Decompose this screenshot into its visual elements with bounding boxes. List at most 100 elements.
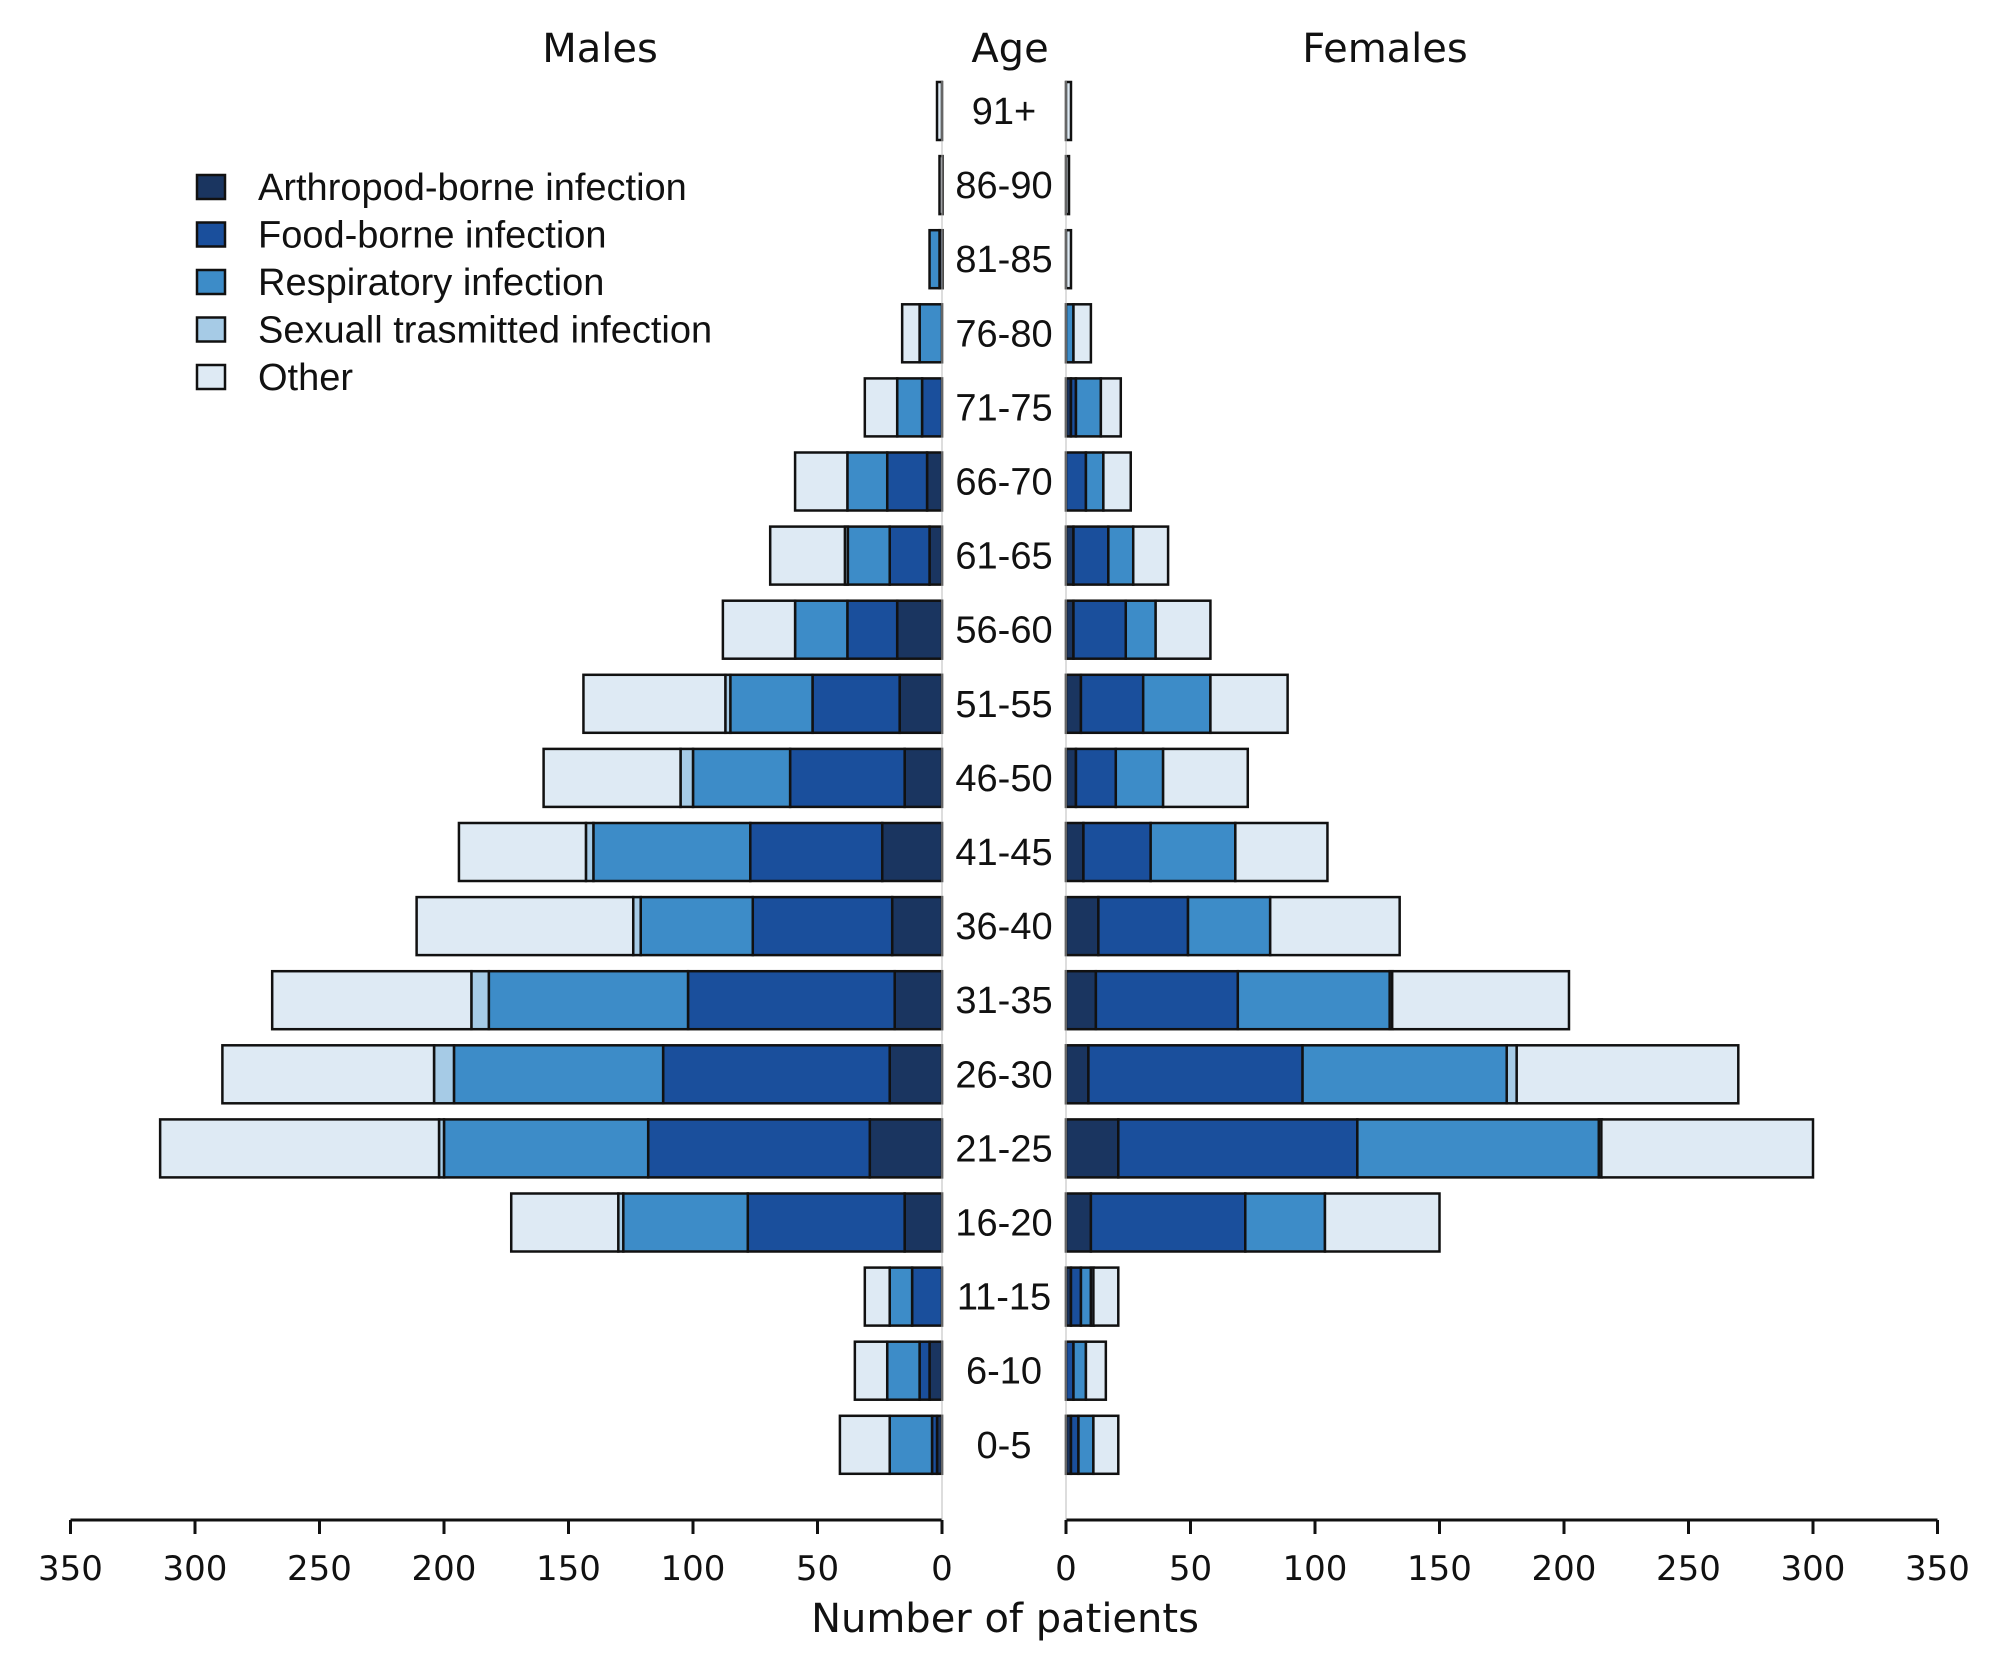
bar-female-66-70-food-borne-infection [1064,451,1088,512]
x-tick-label-females-50: 50 [1169,1549,1212,1589]
bar-male-26-30-food-borne-infection [661,1044,891,1105]
bar-male-31-35-sexuall-trasmitted-infection [470,969,491,1031]
bar-male-66-70-respiratory-infection [846,451,889,512]
age-label-36-40: 36-40 [955,906,1052,948]
bar-female-31-35-arthropod-borne-infection [1064,969,1098,1031]
bar-male-26-30-arthropod-borne-infection [888,1044,944,1105]
bar-female-26-30-sexuall-trasmitted-infection [1505,1044,1518,1105]
bar-female-21-25-respiratory-infection [1356,1118,1601,1179]
x-tick-label-females-200: 200 [1532,1549,1597,1589]
x-tick-label-males-250: 250 [287,1549,352,1589]
bar-female-21-25-other [1600,1118,1815,1179]
bar-female-11-15-respiratory-infection [1079,1266,1093,1327]
age-label-86-90: 86-90 [955,165,1052,207]
age-label-11-15: 11-15 [957,1277,1051,1319]
legend-label-other: Other [258,357,353,399]
bar-male-26-30-respiratory-infection [452,1044,665,1105]
bar-male-66-70-other [793,451,849,512]
x-tick-label-females-250: 250 [1656,1549,1721,1589]
age-label-31-35: 31-35 [955,980,1052,1022]
bar-male-16-20-respiratory-infection [622,1192,750,1253]
bar-male-51-55-food-borne-infection [811,673,901,735]
age-label-46-50: 46-50 [955,758,1052,800]
bar-male-41-45-food-borne-infection [749,821,884,883]
bar-female-56-60-food-borne-infection [1072,599,1128,660]
bar-male-11-15-other [863,1266,891,1327]
bar-male-21-25-food-borne-infection [646,1118,872,1179]
bar-male-51-55-respiratory-infection [729,673,814,735]
bar-male-41-45-respiratory-infection [592,821,752,883]
bar-female-56-60-other [1154,599,1212,660]
bar-male-21-25-respiratory-infection [442,1118,650,1179]
age-labels: 91+ 86-90 81-85 76-80 71-75 66-70 61-65 56-60 51… [955,91,1052,1467]
bar-female-41-45-other [1234,821,1329,883]
bar-male-0-5-respiratory-infection [888,1414,934,1476]
bar-female-36-40-respiratory-infection [1186,895,1272,957]
bar-male-46-50-other [542,747,682,809]
bar-male-16-20-food-borne-infection [746,1192,906,1253]
bar-male-11-15-respiratory-infection [888,1266,914,1327]
bar-male-91-other [935,80,944,142]
legend-label-respiratory-infection: Respiratory infection [258,262,604,304]
bar-male-71-75-other [863,377,899,438]
age-label-0-5: 0-5 [977,1425,1032,1467]
x-tick-label-females-0: 0 [1055,1549,1077,1589]
bar-male-66-70-food-borne-infection [885,451,929,512]
bar-female-61-65-other [1131,525,1170,586]
bar-female-16-20-other [1323,1192,1441,1253]
bar-male-51-55-arthropod-borne-infection [898,673,944,735]
bar-female-66-70-respiratory-infection [1084,451,1105,512]
bar-female-56-60-respiratory-infection [1124,599,1157,660]
x-axes: 0 0 50 50 100 100 150 150 200 200 250 250 300 300 350 3… [38,80,1970,1589]
x-tick-label-males-50: 50 [796,1549,839,1589]
bar-male-71-75-respiratory-infection [895,377,924,438]
age-label-56-60: 56-60 [955,610,1052,652]
bar-male-46-50-sexuall-trasmitted-infection [679,747,695,809]
x-tick-label-females-150: 150 [1407,1549,1472,1589]
bar-male-81-85-respiratory-infection [928,228,941,290]
bar-male-6-10-respiratory-infection [885,1340,921,1401]
bar-female-31-35-respiratory-infection [1236,969,1391,1031]
bar-female-26-30-arthropod-borne-infection [1064,1044,1090,1105]
x-tick-label-males-350: 350 [38,1549,103,1589]
bar-female-41-45-arthropod-borne-infection [1064,821,1085,883]
bar-male-26-30-sexuall-trasmitted-infection [432,1044,456,1105]
bar-female-6-10-respiratory-infection [1072,1340,1088,1401]
x-tick-label-males-150: 150 [536,1549,601,1589]
bar-male-31-35-other [270,969,473,1031]
age-label-61-65: 61-65 [955,536,1052,578]
bar-female-36-40-other [1268,895,1401,957]
bar-female-51-55-food-borne-infection [1079,673,1145,735]
bar-female-26-30-food-borne-infection [1087,1044,1304,1105]
bar-male-61-65-arthropod-borne-infection [928,525,944,586]
bar-male-61-65-food-borne-infection [888,525,931,586]
bar-male-56-60-other [721,599,797,660]
age-label-81-85: 81-85 [955,239,1052,281]
bar-male-26-30-other [221,1044,436,1105]
legend-swatch-other [195,363,227,391]
bar-male-56-60-respiratory-infection [793,599,849,660]
bar-female-51-55-respiratory-infection [1141,673,1212,735]
legend-swatch-respiratory-infection [195,268,227,296]
age-label-71-75: 71-75 [955,387,1052,429]
bar-female-91-other [1064,80,1073,142]
bar-male-16-20-arthropod-borne-infection [903,1192,944,1253]
bar-female-71-75-respiratory-infection [1074,377,1103,438]
bar-male-6-10-food-borne-infection [918,1340,931,1401]
bar-male-11-15-food-borne-infection [910,1266,944,1327]
bar-female-81-85-other [1064,228,1073,290]
legend-swatch-sexuall-trasmitted-infection [195,316,227,343]
age-label-91: 91+ [972,91,1036,133]
bar-female-21-25-food-borne-infection [1117,1118,1359,1179]
bar-male-31-35-respiratory-infection [487,969,690,1031]
bar-male-46-50-arthropod-borne-infection [903,747,944,809]
bar-male-76-80-other [900,303,921,364]
bar-female-46-50-other [1161,747,1250,809]
bar-male-61-65-respiratory-infection [846,525,891,586]
legend-swatch-food-borne-infection [195,221,227,248]
age-header: Age [971,26,1048,72]
bar-female-16-20-food-borne-infection [1089,1192,1247,1253]
bar-female-21-25-arthropod-borne-infection [1064,1118,1120,1179]
age-label-51-55: 51-55 [955,684,1052,726]
